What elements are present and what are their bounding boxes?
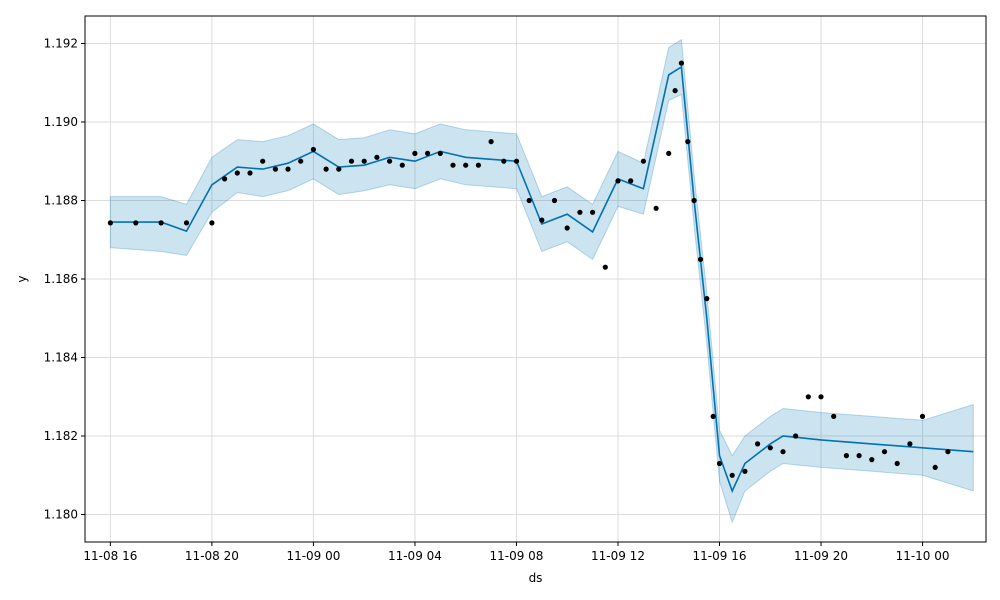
observed-point: [672, 88, 678, 94]
observed-point: [222, 176, 228, 182]
observed-point: [463, 162, 469, 168]
x-axis-ticks: 11-08 16 11-08 20 11-09 00 11-09 04 11-09 08…: [83, 542, 950, 563]
observed-point: [336, 166, 342, 172]
observed-point: [107, 220, 113, 226]
observed-point: [729, 472, 735, 478]
observed-point: [513, 158, 520, 164]
observed-point: [767, 445, 773, 451]
uncertainty-band-layer: [109, 38, 974, 524]
observed-point: [615, 178, 621, 184]
y-tick-label: 1.184: [44, 351, 78, 365]
x-axis-label: ds: [529, 571, 543, 585]
observed-points-layer: [107, 60, 951, 478]
observed-point: [437, 150, 443, 156]
observed-point: [653, 205, 659, 211]
observed-point: [691, 197, 697, 204]
y-tick-label: 1.186: [44, 272, 78, 286]
observed-point: [780, 449, 786, 455]
x-tick-label: 11-09 08: [489, 549, 543, 563]
observed-point: [209, 220, 215, 226]
forecast-line: [110, 65, 974, 494]
observed-point: [710, 413, 716, 419]
observed-point: [932, 464, 938, 470]
observed-point: [843, 453, 850, 459]
observed-point: [869, 457, 875, 463]
observed-point: [348, 158, 355, 164]
x-tick-label: 11-08 20: [185, 549, 239, 563]
y-tick-label: 1.180: [44, 508, 78, 522]
observed-point: [590, 209, 596, 215]
observed-point: [793, 433, 799, 439]
observed-point: [805, 394, 811, 400]
observed-point: [183, 220, 190, 226]
observed-point: [716, 460, 723, 467]
observed-point: [272, 166, 278, 172]
x-tick-label: 11-09 12: [591, 549, 645, 563]
y-tick-label: 1.188: [44, 193, 78, 207]
y-tick-label: 1.190: [44, 115, 78, 129]
observed-point: [919, 413, 926, 419]
y-axis-label: y: [15, 275, 29, 282]
observed-point: [526, 197, 532, 204]
observed-point: [818, 394, 824, 400]
observed-point: [666, 150, 672, 156]
observed-point: [374, 154, 380, 160]
observed-point: [685, 139, 691, 145]
y-axis-ticks: 1.180 1.182 1.184 1.186 1.188 1.190 1.192: [44, 36, 85, 522]
observed-point: [628, 178, 634, 184]
forecast-line-layer: [110, 65, 974, 494]
observed-point: [577, 209, 583, 215]
y-tick-label: 1.182: [44, 429, 78, 443]
observed-point: [387, 158, 393, 164]
observed-point: [564, 225, 570, 231]
uncertainty-band: [109, 38, 974, 524]
x-tick-label: 11-10 00: [896, 549, 950, 563]
observed-point: [310, 146, 316, 153]
observed-point: [742, 468, 748, 474]
x-tick-label: 11-09 16: [693, 549, 747, 563]
y-tick-label: 1.192: [44, 36, 78, 50]
observed-point: [475, 162, 481, 168]
observed-point: [894, 460, 900, 467]
grid-lines: [85, 16, 986, 542]
x-tick-label: 11-09 04: [388, 549, 442, 563]
observed-point: [488, 139, 494, 145]
observed-point: [133, 220, 139, 226]
observed-point: [425, 150, 431, 156]
x-tick-label: 11-09 20: [794, 549, 848, 563]
observed-point: [907, 441, 913, 447]
observed-point: [501, 158, 507, 164]
x-tick-label: 11-08 16: [83, 549, 137, 563]
observed-point: [247, 170, 253, 176]
observed-point: [412, 150, 418, 156]
observed-point: [704, 296, 710, 302]
observed-point: [881, 449, 888, 455]
observed-point: [856, 453, 862, 459]
observed-point: [158, 220, 164, 226]
observed-point: [285, 166, 291, 172]
observed-point: [945, 449, 951, 455]
observed-point: [361, 158, 367, 164]
observed-point: [602, 264, 608, 270]
observed-point: [323, 166, 329, 172]
observed-point: [755, 441, 761, 447]
observed-point: [831, 413, 837, 419]
observed-point: [298, 158, 304, 164]
observed-point: [678, 60, 685, 66]
observed-point: [551, 197, 558, 204]
observed-point: [450, 162, 456, 168]
observed-point: [640, 158, 647, 164]
observed-point: [539, 217, 545, 223]
observed-point: [697, 256, 704, 262]
observed-point: [234, 170, 240, 176]
observed-point: [399, 162, 405, 168]
x-tick-label: 11-09 00: [286, 549, 340, 563]
observed-point: [260, 158, 266, 164]
